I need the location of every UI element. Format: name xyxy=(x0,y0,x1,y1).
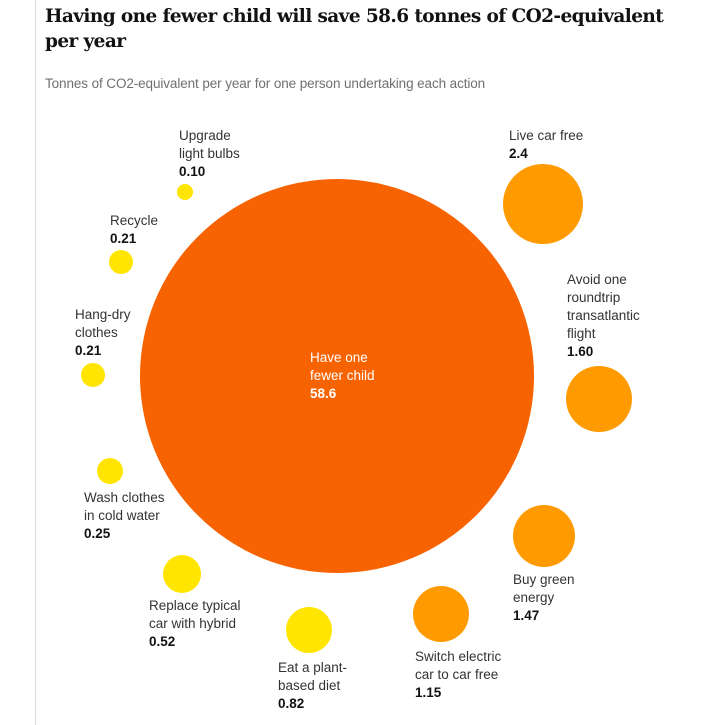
bubble-value: 58.6 xyxy=(310,386,337,401)
bubble-label: flight xyxy=(567,326,596,341)
bubble-fewer-child: Have one fewer child 58.6 xyxy=(140,179,534,573)
bubble-label: Upgrade xyxy=(179,128,231,143)
bubble-label: car with hybrid xyxy=(149,616,236,631)
bubble-car-free: Live car free 2.4 xyxy=(503,128,583,244)
bubble-label: Switch electric xyxy=(415,649,502,664)
bubble-value: 0.21 xyxy=(75,343,102,358)
bubble-circle xyxy=(413,586,469,642)
bubble-value: 0.21 xyxy=(110,231,137,246)
bubble-value: 1.15 xyxy=(415,685,442,700)
bubble-label: Live car free xyxy=(509,128,583,143)
bubble-label: car to car free xyxy=(415,667,498,682)
bubble-recycle: Recycle 0.21 xyxy=(109,213,158,274)
bubble-light-bulbs: Upgrade light bulbs 0.10 xyxy=(177,128,240,200)
bubble-label: Recycle xyxy=(110,213,158,228)
bubble-value: 0.10 xyxy=(179,164,205,179)
bubble-value: 0.25 xyxy=(84,526,111,541)
bubble-circle xyxy=(513,505,575,567)
bubble-circle xyxy=(503,164,583,244)
bubble-label: Eat a plant- xyxy=(278,660,347,675)
chart-title: Having one fewer child will save 58.6 to… xyxy=(45,6,664,52)
bubble-label: Wash clothes xyxy=(84,490,165,505)
bubble-hang-dry: Hang-dry clothes 0.21 xyxy=(75,307,131,387)
bubble-value: 1.60 xyxy=(567,344,593,359)
bubble-circle xyxy=(97,458,123,484)
bubble-circle xyxy=(140,179,534,573)
bubble-electric-to-car-free: Switch electric car to car free 1.15 xyxy=(413,586,502,700)
bubble-value: 1.47 xyxy=(513,608,539,623)
bubble-circle xyxy=(286,607,332,653)
bubble-circle xyxy=(81,363,105,387)
bubble-label: Hang-dry xyxy=(75,307,131,322)
chart-subtitle: Tonnes of CO2-equivalent per year for on… xyxy=(45,76,486,91)
bubble-label: energy xyxy=(513,590,555,605)
bubble-cold-wash: Wash clothes in cold water 0.25 xyxy=(84,458,165,541)
bubble-label: based diet xyxy=(278,678,341,693)
bubble-circle xyxy=(163,555,201,593)
bubble-label: in cold water xyxy=(84,508,160,523)
bubble-circle xyxy=(177,184,193,200)
bubble-circle xyxy=(566,366,632,432)
bubble-value: 0.82 xyxy=(278,696,304,711)
bubble-value: 0.52 xyxy=(149,634,175,649)
bubble-label: fewer child xyxy=(310,368,375,383)
bubble-label: roundtrip xyxy=(567,290,620,305)
bubble-transatlantic-flight: Avoid one roundtrip transatlantic flight 1.6… xyxy=(566,272,640,432)
bubble-hybrid-car: Replace typical car with hybrid 0.52 xyxy=(149,555,241,649)
bubble-label: Avoid one xyxy=(567,272,627,287)
bubble-label: Have one xyxy=(310,350,368,365)
bubble-value: 2.4 xyxy=(509,146,528,161)
bubble-label: light bulbs xyxy=(179,146,240,161)
bubble-plant-based: Eat a plant-based diet 0.82 xyxy=(278,607,347,711)
bubble-label: clothes xyxy=(75,325,118,340)
bubble-label: transatlantic xyxy=(567,308,640,323)
bubble-label: Replace typical xyxy=(149,598,241,613)
bubble-label: Buy green xyxy=(513,572,575,587)
bubble-green-energy: Buy green energy 1.47 xyxy=(513,505,575,623)
bubble-circle xyxy=(109,250,133,274)
left-rule xyxy=(35,0,36,725)
